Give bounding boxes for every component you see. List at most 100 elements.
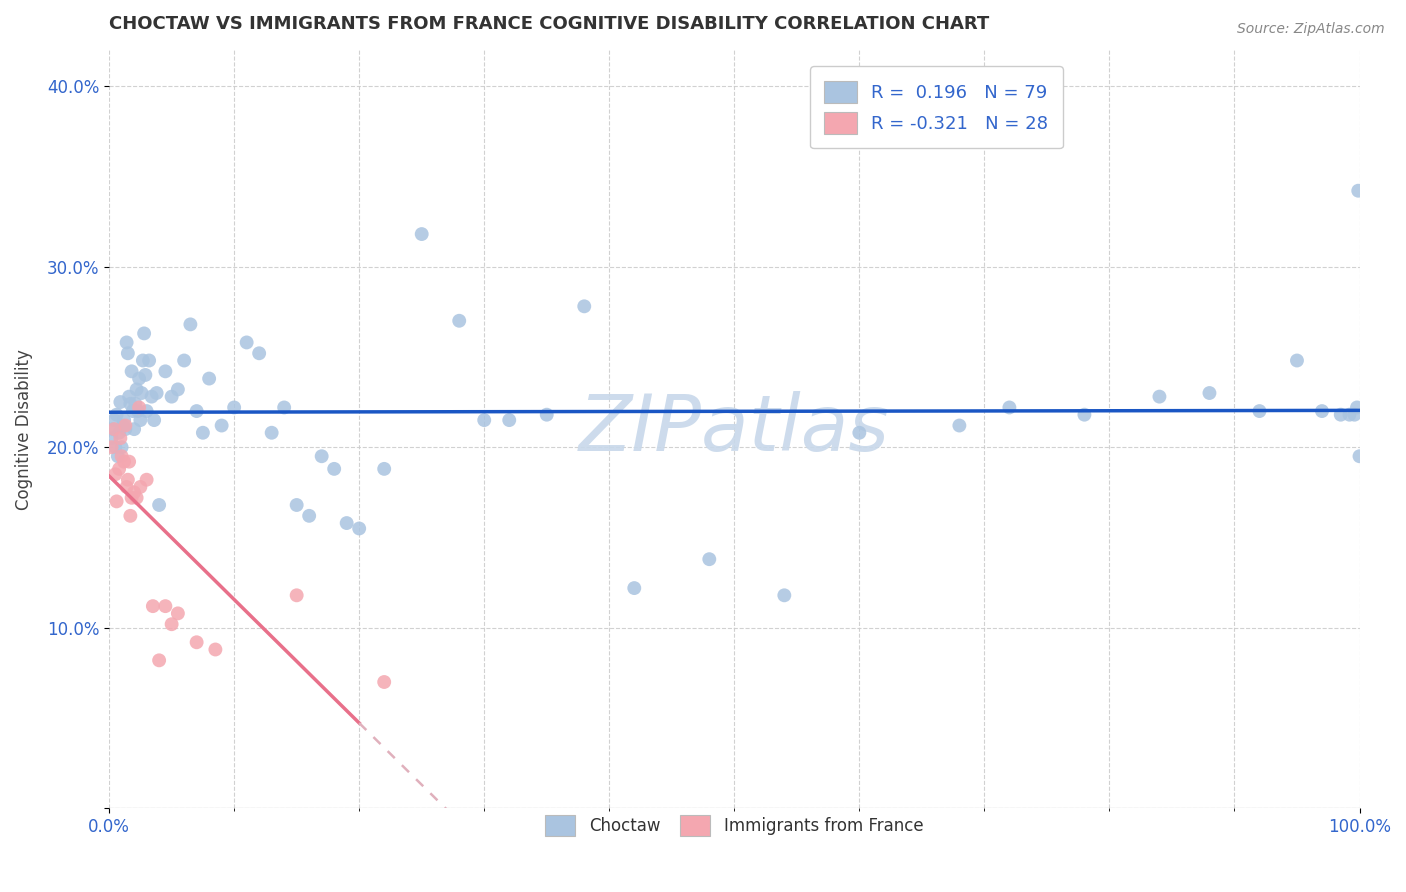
Point <box>108 462 131 476</box>
Point <box>224 401 246 415</box>
Point <box>311 449 333 463</box>
Point <box>142 599 165 614</box>
Point <box>111 418 134 433</box>
Text: CHOCTAW VS IMMIGRANTS FROM FRANCE COGNITIVE DISABILITY CORRELATION CHART: CHOCTAW VS IMMIGRANTS FROM FRANCE COGNIT… <box>110 15 990 33</box>
Point <box>122 404 145 418</box>
Point <box>1198 386 1220 401</box>
Point <box>132 353 155 368</box>
Point <box>114 422 136 436</box>
Point <box>138 353 160 368</box>
Point <box>118 455 141 469</box>
Point <box>122 485 145 500</box>
Point <box>323 462 346 476</box>
Point <box>118 390 141 404</box>
Point <box>143 413 166 427</box>
Point <box>110 431 132 445</box>
Point <box>100 431 122 445</box>
Point <box>129 480 152 494</box>
Point <box>298 508 321 523</box>
Point <box>145 386 167 401</box>
Point <box>373 675 395 690</box>
Point <box>848 425 870 440</box>
Point <box>1347 184 1369 198</box>
Text: ZIPatlas: ZIPatlas <box>579 391 890 467</box>
Point <box>1346 401 1368 415</box>
Text: Source: ZipAtlas.com: Source: ZipAtlas.com <box>1237 22 1385 37</box>
Point <box>1285 353 1308 368</box>
Point <box>112 455 135 469</box>
Point <box>235 335 257 350</box>
Point <box>623 581 645 595</box>
Point <box>129 413 152 427</box>
Point <box>574 299 596 313</box>
Point <box>125 491 148 505</box>
Point <box>179 318 201 332</box>
Point <box>131 386 153 401</box>
Point <box>155 364 177 378</box>
Point <box>141 390 163 404</box>
Point <box>697 552 720 566</box>
Point <box>122 422 145 436</box>
Point <box>247 346 270 360</box>
Point <box>134 326 156 341</box>
Point <box>117 346 139 360</box>
Point <box>125 383 148 397</box>
Point <box>498 413 520 427</box>
Point <box>110 440 132 454</box>
Point <box>121 491 143 505</box>
Point <box>260 425 283 440</box>
Point <box>273 401 295 415</box>
Point <box>173 353 195 368</box>
Point <box>115 480 138 494</box>
Point <box>110 449 132 463</box>
Point <box>1073 408 1095 422</box>
Y-axis label: Cognitive Disability: Cognitive Disability <box>15 349 32 509</box>
Point <box>155 599 177 614</box>
Point <box>204 642 226 657</box>
Point <box>160 617 183 632</box>
Point <box>186 404 208 418</box>
Point <box>128 371 150 385</box>
Point <box>105 408 128 422</box>
Legend: Choctaw, Immigrants from France: Choctaw, Immigrants from France <box>536 805 934 846</box>
Point <box>773 588 796 602</box>
Point <box>117 473 139 487</box>
Point <box>998 401 1021 415</box>
Point <box>191 425 214 440</box>
Point <box>1249 404 1271 418</box>
Point <box>148 498 170 512</box>
Point <box>211 418 233 433</box>
Point <box>160 390 183 404</box>
Point <box>1330 408 1353 422</box>
Point <box>1339 408 1361 422</box>
Point <box>198 371 221 385</box>
Point <box>373 462 395 476</box>
Point <box>100 440 122 454</box>
Point <box>536 408 558 422</box>
Point <box>148 653 170 667</box>
Point <box>285 498 308 512</box>
Point <box>108 425 131 440</box>
Point <box>101 422 124 436</box>
Point <box>128 401 150 415</box>
Point <box>121 364 143 378</box>
Point <box>135 473 157 487</box>
Point <box>110 395 132 409</box>
Point <box>134 368 156 382</box>
Point <box>285 588 308 602</box>
Point <box>347 521 370 535</box>
Point <box>103 413 125 427</box>
Point <box>120 508 142 523</box>
Point <box>167 383 190 397</box>
Point <box>124 397 146 411</box>
Point <box>115 335 138 350</box>
Point <box>1343 408 1365 422</box>
Point <box>167 607 190 621</box>
Point <box>107 449 129 463</box>
Point <box>1310 404 1333 418</box>
Point <box>127 404 149 418</box>
Point <box>336 516 359 530</box>
Point <box>1149 390 1171 404</box>
Point <box>135 404 157 418</box>
Point <box>472 413 495 427</box>
